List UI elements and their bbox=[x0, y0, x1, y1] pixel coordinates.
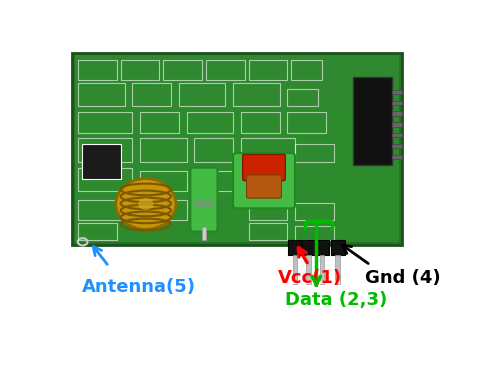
Bar bbox=[392, 133, 402, 137]
Bar bbox=[392, 101, 402, 105]
Bar bbox=[132, 83, 171, 107]
Bar bbox=[392, 155, 402, 159]
Bar bbox=[179, 83, 225, 107]
Bar bbox=[140, 170, 186, 191]
Ellipse shape bbox=[138, 198, 154, 210]
Bar bbox=[120, 60, 160, 80]
Bar bbox=[315, 240, 329, 255]
Bar bbox=[295, 226, 334, 240]
Bar bbox=[353, 77, 392, 165]
Bar bbox=[302, 240, 316, 255]
Bar bbox=[287, 89, 318, 107]
Bar bbox=[78, 223, 117, 240]
Bar bbox=[330, 240, 344, 255]
Bar bbox=[306, 255, 311, 284]
Bar bbox=[140, 138, 186, 162]
Bar bbox=[292, 255, 298, 284]
Text: Gnd (4): Gnd (4) bbox=[365, 270, 440, 288]
Bar bbox=[292, 281, 298, 284]
FancyBboxPatch shape bbox=[242, 155, 286, 181]
Bar bbox=[132, 200, 186, 220]
Bar bbox=[140, 112, 179, 133]
Bar bbox=[206, 60, 244, 80]
Bar bbox=[194, 200, 214, 208]
Bar bbox=[78, 60, 117, 80]
FancyBboxPatch shape bbox=[246, 175, 282, 198]
Bar bbox=[392, 122, 402, 127]
Bar bbox=[320, 255, 324, 284]
Polygon shape bbox=[72, 53, 402, 245]
Bar bbox=[392, 112, 402, 116]
Bar bbox=[336, 255, 340, 284]
Bar bbox=[287, 112, 326, 133]
FancyBboxPatch shape bbox=[233, 153, 295, 208]
Bar bbox=[248, 60, 287, 80]
Bar bbox=[241, 138, 295, 162]
Bar bbox=[78, 167, 132, 191]
Bar bbox=[248, 200, 287, 220]
FancyBboxPatch shape bbox=[190, 167, 218, 232]
Polygon shape bbox=[75, 55, 399, 109]
Bar bbox=[202, 170, 241, 191]
Bar bbox=[392, 90, 402, 94]
Bar bbox=[202, 227, 206, 240]
Bar bbox=[248, 170, 287, 191]
Bar bbox=[336, 281, 340, 284]
Text: Data (2,3): Data (2,3) bbox=[286, 291, 388, 309]
Bar bbox=[78, 112, 132, 133]
Bar bbox=[295, 203, 334, 220]
Ellipse shape bbox=[116, 178, 176, 229]
Bar bbox=[233, 83, 280, 107]
Text: Vcc(1): Vcc(1) bbox=[278, 270, 342, 288]
Bar bbox=[288, 240, 302, 255]
Bar bbox=[194, 138, 233, 162]
Bar bbox=[186, 112, 233, 133]
Bar bbox=[320, 281, 324, 284]
Bar bbox=[248, 223, 287, 240]
Bar bbox=[241, 112, 280, 133]
Bar bbox=[78, 83, 124, 107]
Bar bbox=[392, 144, 402, 148]
Bar bbox=[78, 138, 132, 162]
Bar bbox=[78, 200, 124, 220]
Bar bbox=[295, 144, 334, 162]
Bar bbox=[82, 144, 120, 179]
Polygon shape bbox=[75, 55, 399, 242]
Bar bbox=[306, 281, 311, 284]
Bar bbox=[291, 60, 322, 80]
Bar bbox=[163, 60, 202, 80]
Text: Antenna(5): Antenna(5) bbox=[82, 278, 196, 296]
